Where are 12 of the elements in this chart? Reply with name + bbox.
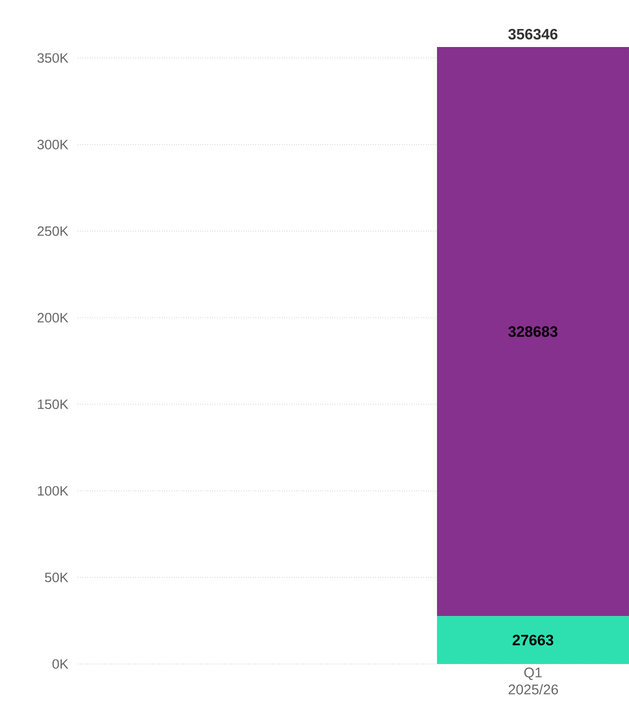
y-tick-label: 350K [37, 53, 68, 63]
y-tick-label: 100K [38, 486, 68, 496]
y-tick-label: 150K [38, 400, 68, 410]
total-label: 356346 [508, 28, 558, 40]
y-tick-label: 250K [37, 226, 68, 236]
data-label: 27663 [512, 634, 554, 646]
y-tick-label: 0K [52, 659, 68, 669]
x-tick-label: Q1 2025/26 [508, 668, 558, 694]
y-tick-label: 200K [37, 312, 68, 322]
y-tick-label: 300K [37, 140, 68, 150]
y-tick-label: 50K [44, 572, 68, 582]
data-label: 328683 [508, 326, 558, 337]
